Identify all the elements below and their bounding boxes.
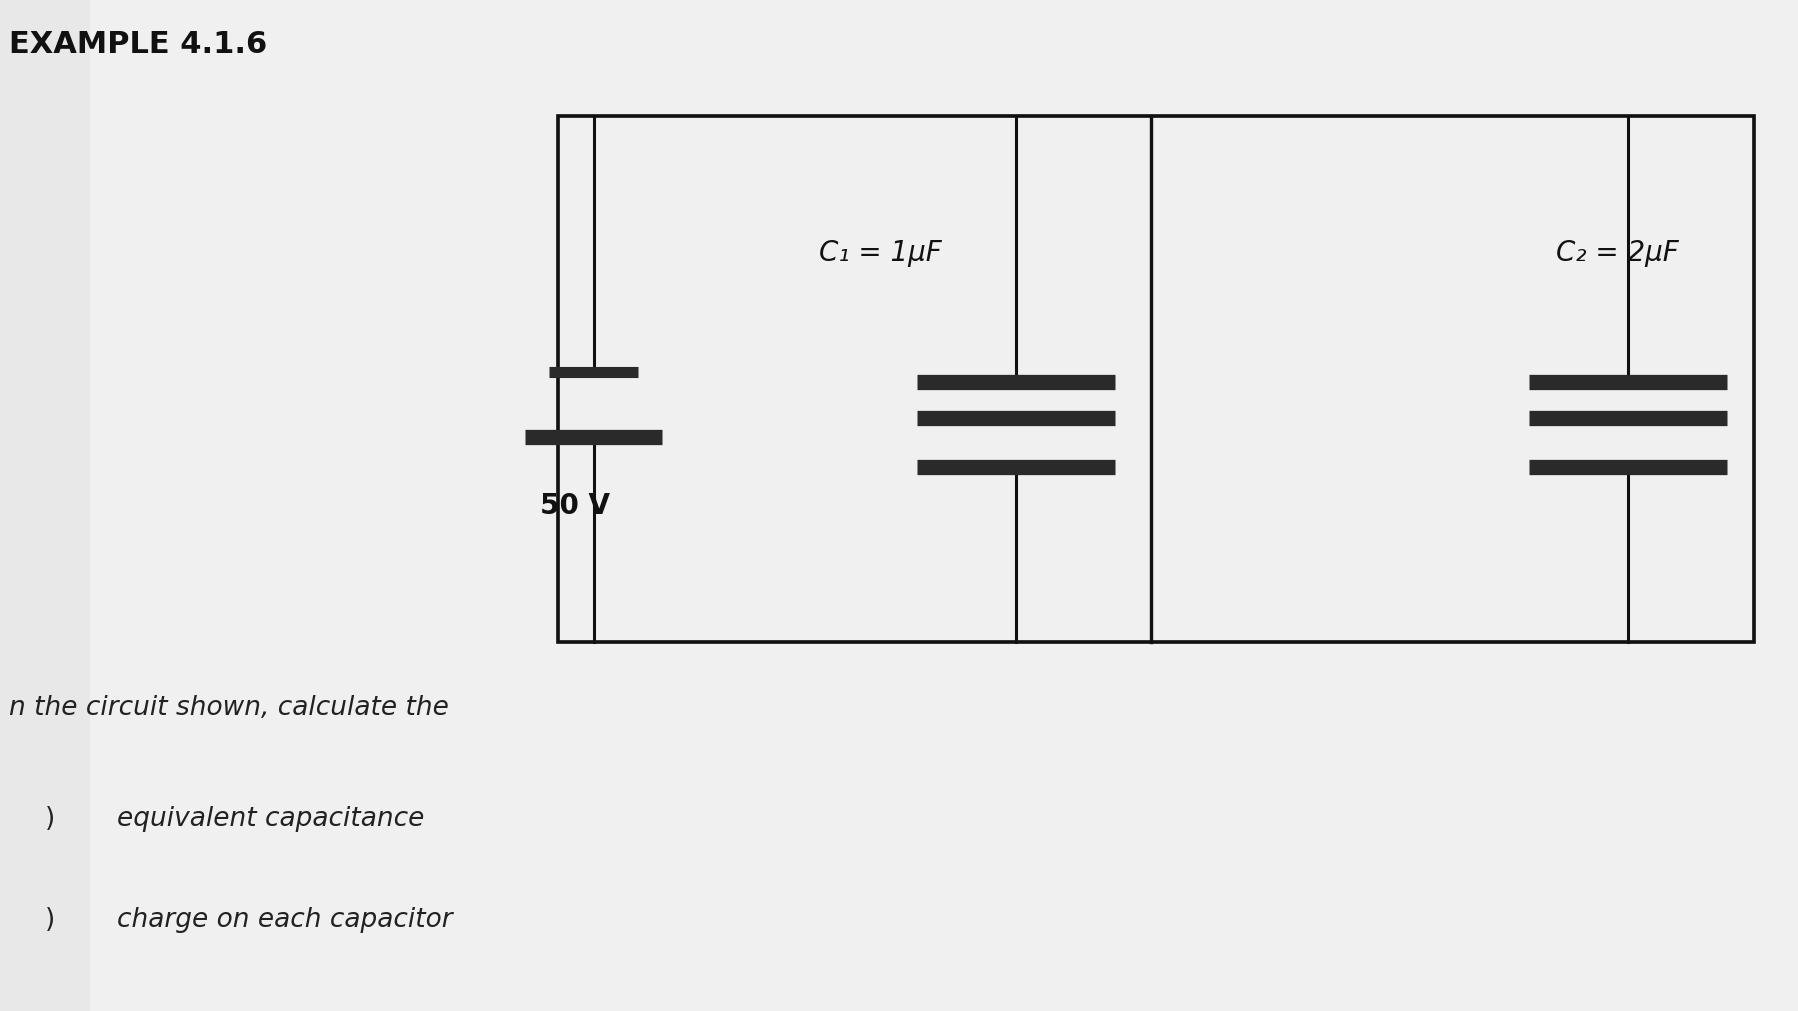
Text: C₁ = 1μF: C₁ = 1μF [818, 239, 940, 267]
Text: charge on each capacitor: charge on each capacitor [117, 907, 453, 933]
Text: ): ) [45, 907, 56, 933]
FancyBboxPatch shape [90, 0, 1798, 1011]
Text: ): ) [45, 806, 56, 832]
Text: equivalent capacitance: equivalent capacitance [117, 806, 424, 832]
Text: n the circuit shown, calculate the: n the circuit shown, calculate the [9, 695, 450, 721]
Text: EXAMPLE 4.1.6: EXAMPLE 4.1.6 [9, 30, 268, 60]
Text: C₂ = 2μF: C₂ = 2μF [1555, 239, 1678, 267]
Bar [557, 116, 1753, 642]
Text: 50 V: 50 V [539, 491, 610, 520]
